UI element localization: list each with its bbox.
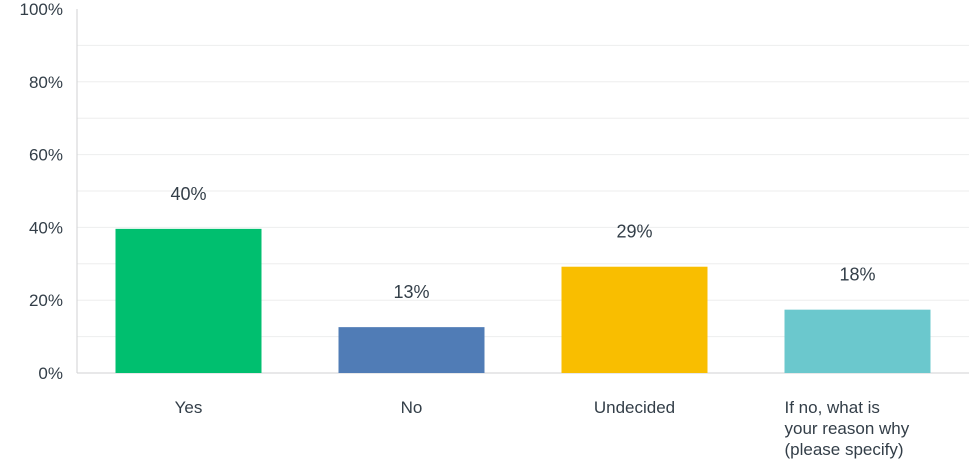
bar [338,327,485,373]
y-tick-label: 100% [20,0,63,19]
y-tick-label: 0% [38,364,63,383]
category-label: No [401,398,423,417]
bar [115,228,262,373]
data-labels: 40% 13% 29% 18% [170,184,875,302]
category-label: Undecided [594,398,675,417]
category-labels: Yes No Undecided If no, what is your reason … [175,398,910,459]
y-tick-label: 20% [29,291,63,310]
y-tick-label: 40% [29,218,63,237]
data-label: 13% [393,282,429,302]
bar [561,266,708,373]
y-tick-label: 60% [29,146,63,165]
data-label: 29% [616,222,652,242]
bar [784,309,931,373]
y-axis-tick-labels: 0% 20% 40% 60% 80% 100% [20,0,63,383]
category-label: Yes [175,398,203,417]
y-tick-label: 80% [29,73,63,92]
bars [115,228,931,373]
data-label: 18% [839,265,875,285]
data-label: 40% [170,184,206,204]
category-label: If no, what is your reason why (please spe… [785,398,910,459]
